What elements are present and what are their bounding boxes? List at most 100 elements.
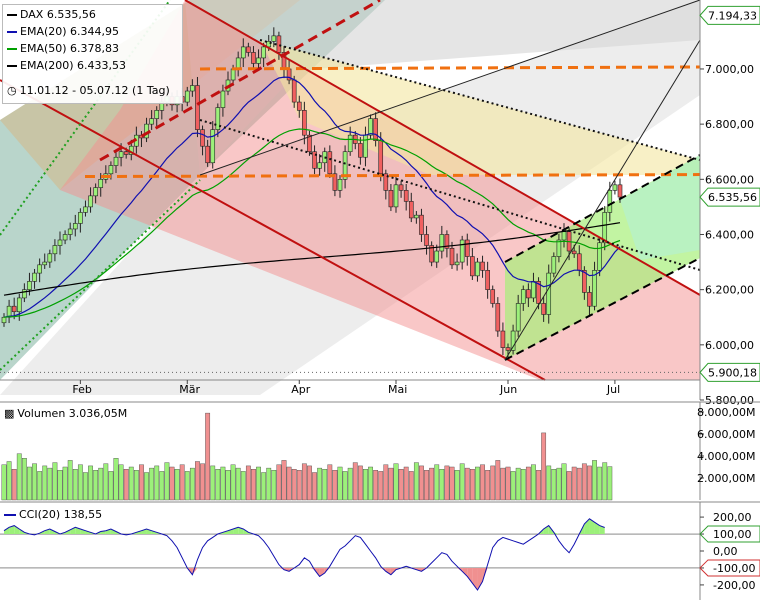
cci-oversold-fill (385, 567, 391, 575)
volume-bar (393, 463, 399, 501)
candle-body (383, 173, 389, 191)
volume-bar (541, 432, 547, 501)
candle-body (536, 281, 541, 304)
cci-badge (699, 525, 760, 543)
volume-tick-label: 4.000,00M (697, 450, 755, 463)
volume-bar (149, 467, 155, 501)
x-tick-label: Jun (499, 383, 517, 396)
volume-bar (480, 464, 485, 501)
volume-bar (215, 469, 221, 501)
volume-bar (230, 464, 236, 501)
candle-body (230, 68, 236, 81)
candle-body (337, 179, 343, 191)
volume-bar (475, 466, 480, 501)
ema50-line (3, 128, 621, 318)
cci-legend: CCI(20) 138,55 (4, 508, 102, 521)
volume-bar (164, 462, 170, 501)
candle-body (500, 330, 506, 348)
legend-label: DAX (20, 8, 44, 21)
volume-bar (525, 466, 531, 501)
candle-body (42, 261, 48, 266)
volume-bar (108, 471, 114, 501)
candle-body (62, 234, 68, 241)
cci-overbought-fill (543, 525, 549, 535)
volume-bar (174, 469, 180, 501)
candle-body (154, 110, 160, 119)
volume-bar (383, 464, 389, 501)
legend-value: 6.535,56 (46, 8, 96, 21)
cci-oversold-fill (482, 567, 488, 582)
red-channel-bottom (0, 79, 546, 381)
candle-body (332, 173, 338, 191)
volume-bar (587, 465, 592, 501)
volume-legend: ▩ Volumen 3.036,05M (4, 407, 127, 420)
price-tick-label: 6.400,00 (705, 228, 754, 241)
volume-bar (11, 469, 17, 501)
legend-ema50: EMA(50) 6.378,83 (7, 40, 178, 57)
candle-body (419, 214, 424, 235)
candle-body (296, 101, 302, 111)
fan-line (199, 0, 701, 176)
candle-body (37, 264, 42, 274)
candle-body (256, 57, 261, 64)
candle-body (220, 90, 226, 108)
candle-body (408, 201, 414, 219)
volume-bar (220, 466, 226, 501)
volume-bar (200, 463, 205, 501)
volume-bar (434, 464, 440, 501)
legend-swatch (7, 30, 17, 33)
volume-bar (378, 471, 384, 501)
candle-body (307, 134, 312, 153)
candle-body (587, 292, 592, 307)
candle-body (439, 234, 445, 252)
volume-bar (510, 471, 516, 501)
dotted-support (199, 119, 701, 271)
candle-body (582, 270, 587, 293)
volume-bar (485, 470, 491, 501)
volume-bar (67, 460, 73, 501)
candle-body (368, 118, 373, 136)
volume-bar (490, 465, 496, 501)
cci-oversold-fill (462, 567, 468, 577)
price-badge (699, 362, 760, 382)
candle-body (515, 303, 521, 332)
candle-body (602, 212, 608, 244)
volume-bar (556, 467, 562, 501)
volume-bar (72, 469, 78, 501)
volume-bar (454, 470, 460, 501)
candle-body (592, 270, 597, 307)
volume-bar (169, 466, 175, 501)
volume-bar (561, 463, 567, 501)
candle-body (317, 162, 322, 169)
candle-body (47, 253, 53, 263)
volume-bar (154, 465, 160, 501)
candle-body (190, 85, 195, 92)
cci-overbought-fill (589, 518, 595, 535)
legend-dax: DAX 6.535,56 (7, 6, 178, 23)
volume-bar (515, 467, 521, 501)
legend-label: EMA(20) (20, 25, 67, 38)
volume-bar (296, 470, 302, 501)
cci-overbought-fill (110, 528, 116, 535)
cci-tick-label: 0,00 (713, 545, 738, 558)
volume-bar (37, 471, 43, 501)
volume-bar (98, 467, 104, 501)
volume-bar (271, 470, 277, 501)
candle-body (612, 184, 618, 191)
candle-body (434, 250, 440, 263)
candle-body (327, 151, 333, 175)
candle-body (72, 223, 78, 230)
volume-bar (581, 463, 587, 501)
candle-body (454, 261, 460, 266)
ema20-line (3, 76, 621, 318)
volume-bar (189, 467, 195, 501)
red-channel-top (184, 0, 701, 296)
candle-body (276, 35, 282, 53)
candle-body (393, 184, 399, 208)
cci-tick-label: -200,00 (713, 579, 755, 592)
cci-tick-label: 200,00 (713, 511, 752, 524)
candle-body (556, 239, 562, 257)
candle-body (449, 247, 455, 266)
candle-body (398, 184, 404, 191)
cci-overbought-fill (14, 525, 20, 535)
